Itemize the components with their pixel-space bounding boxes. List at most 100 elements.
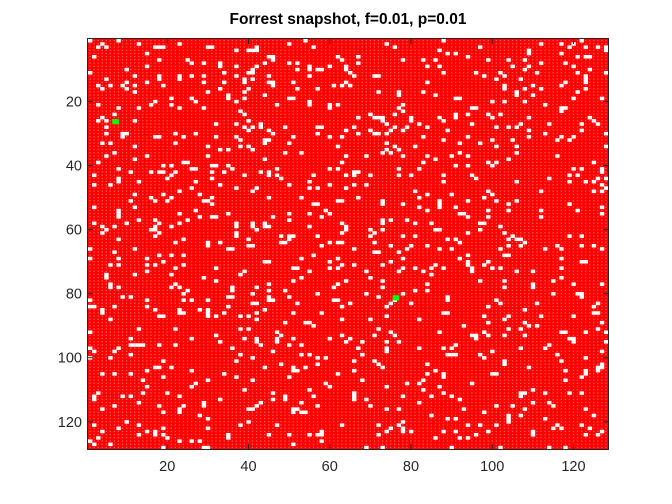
empty-cell bbox=[413, 221, 418, 226]
empty-cell bbox=[384, 131, 389, 136]
empty-cell bbox=[453, 205, 458, 210]
empty-cell bbox=[587, 67, 593, 72]
empty-cell bbox=[148, 103, 154, 107]
empty-cell bbox=[116, 263, 121, 267]
empty-cell bbox=[400, 58, 406, 62]
empty-cell bbox=[343, 340, 349, 344]
empty-cell bbox=[258, 170, 263, 174]
empty-cell bbox=[579, 423, 584, 427]
empty-cell bbox=[205, 378, 211, 383]
empty-cell bbox=[173, 282, 178, 286]
empty-cell bbox=[254, 336, 259, 341]
empty-cell bbox=[116, 237, 121, 242]
empty-cell bbox=[417, 205, 422, 210]
empty-cell bbox=[234, 122, 239, 126]
empty-cell bbox=[465, 154, 471, 158]
empty-cell bbox=[396, 106, 402, 110]
x-tick-label: 120 bbox=[561, 459, 585, 475]
empty-cell bbox=[579, 295, 584, 299]
empty-cell bbox=[226, 93, 231, 97]
empty-cell bbox=[486, 429, 491, 434]
empty-cell bbox=[153, 218, 158, 222]
empty-cell bbox=[157, 74, 162, 78]
empty-cell bbox=[599, 170, 605, 174]
empty-cell bbox=[246, 48, 251, 53]
empty-cell bbox=[234, 64, 239, 69]
empty-cell bbox=[339, 304, 345, 309]
empty-cell bbox=[266, 80, 272, 85]
empty-cell bbox=[136, 432, 142, 437]
empty-cell bbox=[177, 439, 182, 443]
empty-cell bbox=[112, 304, 117, 309]
empty-cell bbox=[486, 304, 491, 309]
empty-cell bbox=[153, 135, 158, 139]
empty-cell bbox=[242, 336, 247, 341]
empty-cell bbox=[514, 269, 519, 274]
empty-cell bbox=[457, 436, 463, 440]
empty-cell bbox=[193, 179, 198, 184]
empty-cell bbox=[262, 93, 268, 97]
empty-cell bbox=[88, 71, 93, 75]
empty-cell bbox=[506, 327, 511, 331]
empty-cell bbox=[157, 45, 162, 49]
empty-cell bbox=[490, 138, 495, 142]
empty-cell bbox=[100, 372, 105, 376]
empty-cell bbox=[453, 352, 458, 357]
empty-cell bbox=[482, 356, 487, 360]
empty-cell bbox=[384, 346, 389, 350]
empty-cell bbox=[120, 131, 125, 136]
empty-cell bbox=[579, 122, 584, 126]
empty-cell bbox=[157, 314, 162, 318]
empty-cell bbox=[157, 135, 162, 139]
empty-cell bbox=[319, 432, 324, 437]
empty-cell bbox=[250, 48, 255, 53]
empty-cell bbox=[506, 58, 511, 62]
empty-cell bbox=[226, 304, 231, 309]
empty-cell bbox=[563, 61, 568, 65]
empty-cell bbox=[445, 311, 450, 315]
empty-cell bbox=[92, 394, 97, 399]
empty-cell bbox=[153, 199, 158, 203]
empty-cell bbox=[205, 308, 211, 312]
empty-cell bbox=[530, 432, 536, 437]
empty-cell bbox=[246, 327, 251, 331]
empty-cell bbox=[100, 231, 105, 235]
empty-cell bbox=[165, 391, 170, 395]
empty-cell bbox=[177, 211, 182, 216]
empty-cell bbox=[193, 99, 198, 104]
empty-cell bbox=[384, 384, 389, 389]
empty-cell bbox=[173, 266, 178, 270]
empty-cell bbox=[278, 333, 284, 338]
empty-cell bbox=[112, 112, 117, 117]
empty-cell bbox=[319, 439, 324, 443]
empty-cell bbox=[522, 240, 528, 245]
empty-cell bbox=[291, 336, 296, 341]
empty-cell bbox=[307, 432, 312, 437]
empty-cell bbox=[315, 432, 320, 437]
empty-cell bbox=[591, 244, 597, 248]
empty-cell bbox=[177, 221, 182, 226]
empty-cell bbox=[205, 298, 211, 302]
empty-cell bbox=[339, 221, 345, 226]
empty-cell bbox=[181, 237, 186, 242]
empty-cell bbox=[209, 176, 215, 181]
empty-cell bbox=[591, 413, 597, 418]
empty-cell bbox=[96, 436, 101, 440]
empty-cell bbox=[453, 343, 458, 347]
empty-cell bbox=[283, 320, 288, 325]
empty-cell bbox=[380, 445, 385, 450]
empty-cell bbox=[368, 128, 373, 133]
empty-cell bbox=[242, 77, 247, 81]
empty-cell bbox=[238, 138, 243, 142]
empty-cell bbox=[396, 250, 402, 254]
empty-cell bbox=[197, 192, 203, 197]
empty-cell bbox=[575, 173, 580, 178]
empty-cell bbox=[193, 381, 198, 386]
empty-cell bbox=[270, 80, 276, 85]
empty-cell bbox=[587, 115, 593, 120]
empty-cell bbox=[518, 346, 523, 350]
empty-cell bbox=[153, 429, 158, 434]
empty-cell bbox=[526, 324, 532, 328]
empty-cell bbox=[384, 42, 389, 46]
empty-cell bbox=[323, 208, 328, 213]
